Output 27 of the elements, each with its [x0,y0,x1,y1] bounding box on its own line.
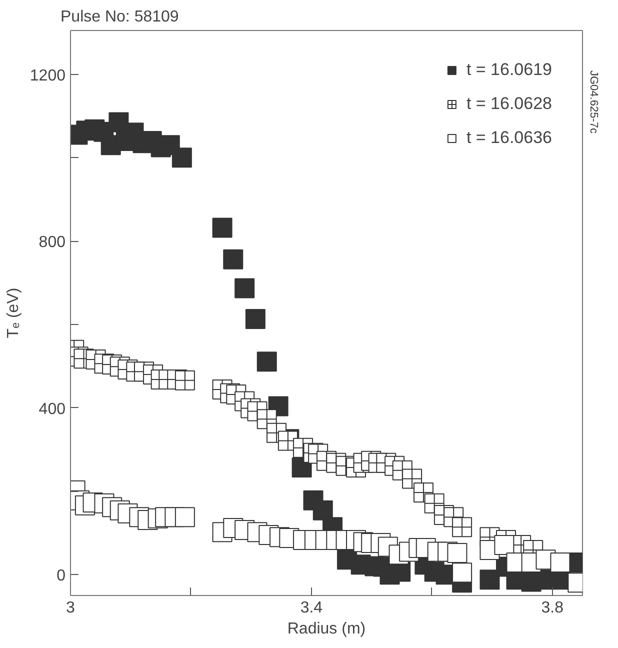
point [494,535,514,556]
point [212,218,232,238]
point [452,517,472,538]
point [172,148,192,168]
y-tick-label: 400 [38,400,66,418]
legend-label: t = 16.0636 [466,128,552,148]
y-tick-label: 0 [56,568,66,585]
y-axis-title: Tₑ (eV) [4,288,22,338]
point [256,352,277,372]
point [312,500,333,520]
point [480,570,500,590]
point [234,278,255,298]
x-axis-title: Radius (m) [287,620,366,638]
point [245,309,266,330]
y-tick-label: 1200 [30,67,66,84]
point [223,249,244,270]
legend-label: t = 16.0619 [466,60,552,80]
x-tick-label: 3.4 [300,600,323,616]
text: JG04.625-7c [588,70,600,134]
legend-label: t = 16.0628 [466,94,552,114]
y-tick-label: 800 [38,234,66,252]
chart-title: Pulse No: 58109 [60,8,179,26]
point [452,562,472,583]
x-tick-label: 3.8 [541,600,564,616]
point [174,370,195,390]
point [550,552,570,573]
x-tick-label: 3 [66,600,76,616]
